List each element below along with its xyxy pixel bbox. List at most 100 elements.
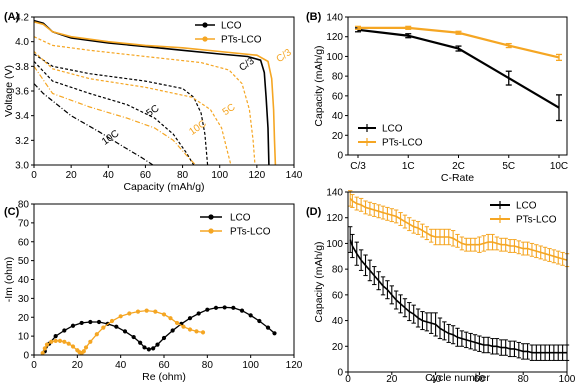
data-point [57, 338, 63, 343]
y-tick-label: 120 [326, 213, 343, 224]
data-point [118, 314, 123, 319]
series-line-pts-lco [33, 36, 256, 166]
x-axis-label: Re (ohm) [142, 371, 186, 383]
x-tick-label: 0 [345, 374, 351, 383]
legend-label: PTs-LCO [221, 35, 262, 46]
legend-marker [202, 22, 208, 28]
series-line-pts-lco [33, 51, 232, 166]
x-tick-label: 20 [72, 360, 84, 371]
y-tick-label: 20 [332, 131, 344, 142]
x-tick-label: 20 [386, 374, 398, 383]
series-line-pts-lco [33, 65, 197, 166]
data-point [109, 318, 115, 324]
data-point [96, 319, 102, 325]
x-tick-label: 120 [249, 170, 266, 181]
data-point [257, 318, 262, 324]
curve-annotation: 10C [187, 118, 208, 138]
series-line-lco [33, 60, 195, 166]
legend-label: LCO [382, 124, 403, 135]
data-point [88, 339, 93, 344]
data-point [187, 316, 193, 321]
data-point [66, 341, 71, 346]
data-point [168, 316, 173, 321]
data-point [248, 313, 253, 318]
series-line-lco [33, 53, 209, 166]
plot-frame [347, 191, 568, 373]
x-tick-label: 40 [430, 374, 442, 383]
y-tick-label: 4.0 [15, 37, 29, 48]
y-tick-label: 80 [332, 72, 344, 83]
series-line-lco [357, 28, 560, 109]
legend-marker [208, 228, 214, 234]
x-tick-label: 20 [66, 170, 78, 181]
y-tick-label: 40 [332, 316, 344, 327]
x-tick-label: 120 [286, 360, 303, 371]
x-tick-label: 5C [502, 161, 515, 172]
data-point [94, 332, 99, 337]
legend-label: LCO [516, 201, 537, 212]
data-point [161, 335, 167, 341]
y-tick-label: 3.8 [15, 62, 29, 73]
y-axis-label: -Im (ohm) [3, 257, 15, 303]
data-point [200, 330, 206, 335]
x-tick-label: 140 [286, 170, 303, 181]
data-point [79, 320, 84, 326]
x-tick-label: 60 [474, 374, 486, 383]
curve-annotation: 10C [100, 128, 121, 148]
y-tick-label: 60 [332, 91, 344, 102]
legend-label: PTs-LCO [516, 215, 557, 226]
x-tick-label: 80 [518, 374, 530, 383]
y-tick-label: 60 [332, 290, 344, 301]
data-point [49, 339, 54, 344]
y-axis-label: Voltage (V) [3, 65, 15, 117]
data-point [42, 346, 47, 351]
curve-annotation: 5C [221, 102, 238, 118]
x-tick-label: 100 [211, 170, 228, 181]
data-point [194, 329, 199, 334]
data-point [131, 334, 136, 340]
y-tick-label: 4.2 [15, 13, 29, 24]
data-point [187, 327, 193, 332]
data-point [181, 324, 186, 329]
y-tick-label: 100 [326, 52, 343, 63]
data-point [127, 311, 132, 316]
panel-label: (A) [4, 11, 20, 23]
data-point [161, 312, 167, 317]
data-point [81, 349, 86, 354]
data-point [155, 342, 160, 347]
y-tick-label: 0 [23, 351, 29, 362]
y-tick-label: 50 [18, 256, 30, 267]
x-tick-label: 100 [242, 360, 259, 371]
plot-frame [33, 16, 295, 166]
y-tick-label: 30 [18, 294, 30, 305]
x-tick-label: 60 [140, 170, 152, 181]
y-tick-label: 0 [337, 151, 343, 162]
data-point [174, 320, 180, 326]
panel-c: (C) 0 10 20 30 40 50 60 70 80 0 20 40 60 80 100 120 Re (o… [3, 200, 303, 383]
data-point [146, 347, 151, 352]
data-point [151, 346, 156, 351]
y-tick-label: 0 [337, 368, 343, 379]
data-point [135, 309, 141, 314]
x-axis-label: Capacity (mAh/g) [123, 181, 204, 193]
y-tick-label: 120 [326, 32, 343, 43]
y-tick-label: 3.0 [15, 161, 29, 172]
legend-label: PTs-LCO [382, 138, 423, 149]
y-tick-label: 80 [332, 265, 344, 276]
data-point [196, 311, 201, 316]
y-tick-label: 10 [18, 332, 30, 343]
data-point [231, 305, 236, 310]
x-tick-label: 40 [103, 170, 115, 181]
x-axis-label: Cycle number [425, 372, 490, 383]
x-tick-label: 60 [158, 360, 170, 371]
y-axis-label: Capacity (mAh/g) [313, 45, 325, 126]
data-point [83, 345, 89, 350]
y-tick-label: 40 [332, 111, 344, 122]
data-point [88, 319, 93, 325]
y-tick-label: 80 [18, 200, 30, 211]
data-point [153, 309, 158, 314]
curve-annotation: 5C [145, 103, 162, 119]
data-point [239, 308, 245, 313]
y-tick-label: 70 [18, 218, 30, 229]
